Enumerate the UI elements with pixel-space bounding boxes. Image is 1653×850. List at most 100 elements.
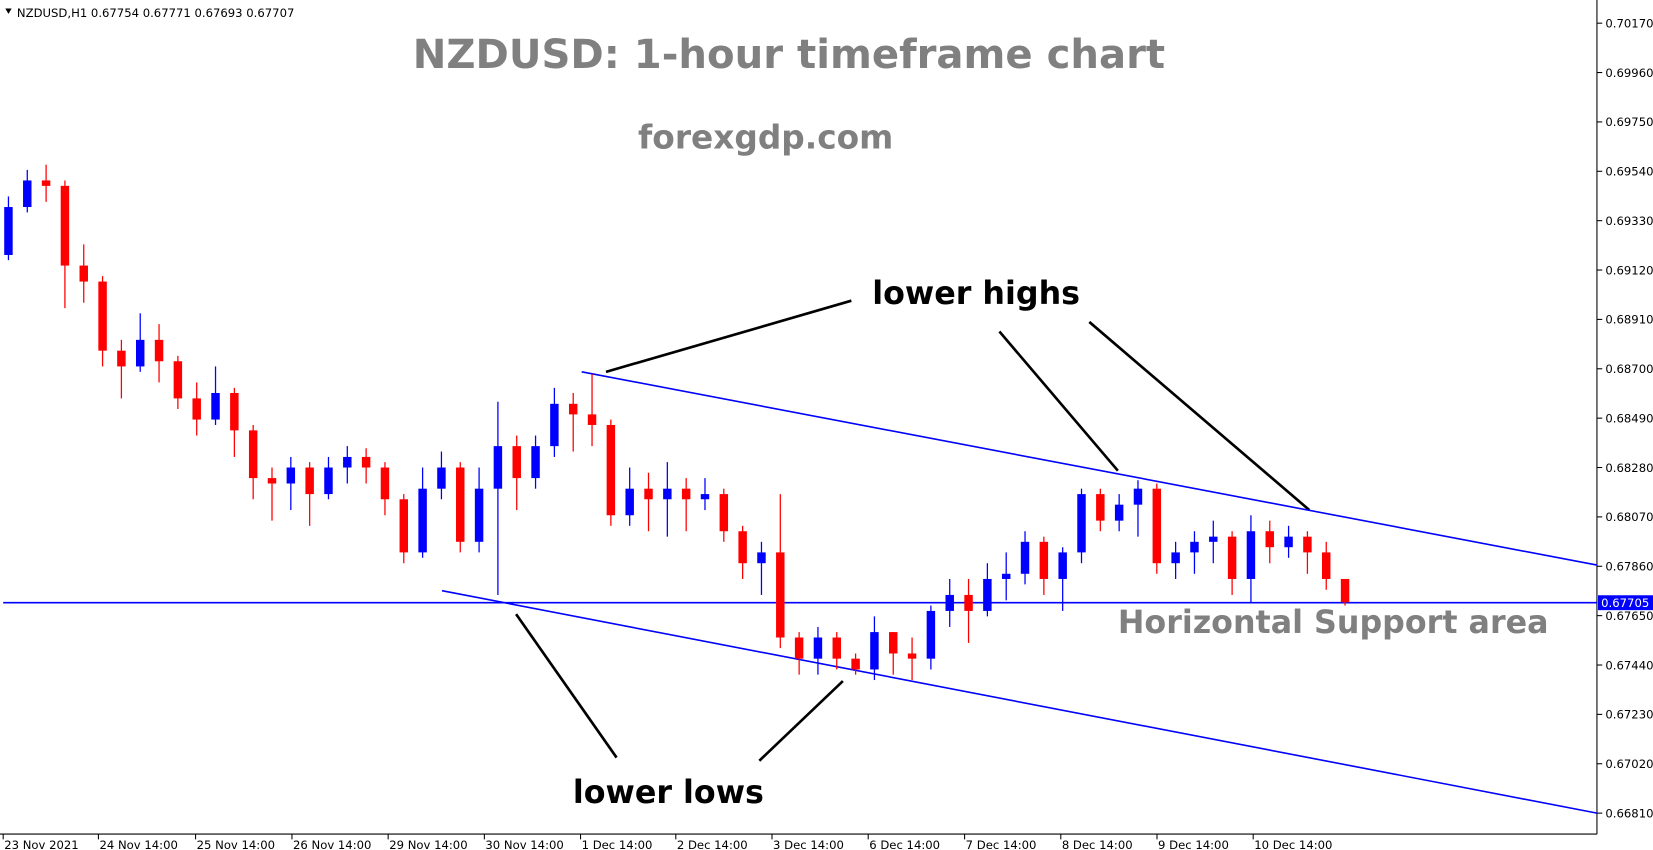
candle-body [437, 467, 446, 489]
annotation: lower highs [872, 275, 1080, 312]
x-tick-label: 3 Dec 14:00 [773, 838, 844, 850]
candle-body [644, 488, 653, 500]
candle-body [983, 578, 992, 611]
chart-title: NZDUSD: 1-hour timeframe chart [413, 32, 1165, 78]
candle-body [663, 488, 672, 500]
x-tick-label: 23 Nov 2021 [4, 838, 78, 850]
x-tick-label: 8 Dec 14:00 [1062, 838, 1133, 850]
candle-body [380, 467, 390, 500]
candle-body [889, 632, 898, 654]
y-tick-label: 0.68280 [1605, 461, 1653, 475]
candle-body [1265, 531, 1274, 548]
candle-body [60, 185, 70, 266]
pointer-line [1088, 320, 1311, 512]
y-tick-label: 0.69750 [1605, 115, 1653, 129]
y-tick-label: 0.66810 [1605, 806, 1653, 820]
candle-body [1114, 504, 1124, 521]
candle-body [700, 494, 710, 500]
y-tick-label: 0.68490 [1605, 411, 1653, 425]
candle-body [267, 478, 277, 484]
candle-body [1190, 541, 1199, 553]
candle-body [474, 488, 484, 542]
candle-body [1227, 536, 1237, 579]
candle-body [41, 180, 51, 186]
candle-body [738, 531, 747, 564]
candle-body [719, 494, 729, 532]
y-tick-label: 0.67440 [1605, 658, 1653, 672]
candle-body [98, 281, 107, 351]
annotation: Horizontal Support area [1118, 604, 1549, 641]
candle-body [587, 414, 597, 425]
trendline [441, 589, 1598, 814]
candle-body [1246, 531, 1256, 579]
pointer-line [998, 330, 1119, 472]
candle-body [418, 488, 427, 553]
y-tick-label: 0.67020 [1605, 757, 1653, 771]
trendline [581, 371, 1598, 566]
candle-body [248, 430, 258, 479]
candle-body [456, 467, 465, 542]
candle-body [173, 361, 183, 399]
candle-body [399, 499, 409, 553]
pointer-line [605, 299, 852, 374]
candle-body [606, 424, 616, 516]
candle-body [286, 467, 296, 484]
candle-body [512, 446, 521, 479]
annotation: lower lows [573, 774, 764, 811]
candle-body [926, 610, 936, 659]
candle-body [1303, 536, 1312, 553]
candle-body [776, 552, 785, 638]
chart-subtitle: forexgdp.com [638, 118, 893, 157]
y-tick-label: 0.69330 [1605, 214, 1653, 228]
y-tick-label: 0.69120 [1605, 263, 1653, 277]
x-tick-label: 10 Dec 14:00 [1254, 838, 1332, 850]
x-tick-label: 1 Dec 14:00 [582, 838, 653, 850]
pointer-line [515, 613, 618, 759]
candle-body [870, 632, 879, 670]
candle-body [361, 456, 371, 468]
y-tick-label: 0.70170 [1605, 16, 1653, 30]
menu-arrow [5, 8, 12, 14]
y-tick-label: 0.67650 [1605, 609, 1653, 623]
x-tick-label: 30 Nov 14:00 [485, 838, 563, 850]
x-tick-label: 6 Dec 14:00 [869, 838, 940, 850]
x-tick-label: 25 Nov 14:00 [197, 838, 275, 850]
candle-body [813, 637, 823, 659]
candle-body [550, 403, 559, 447]
candle-body [794, 637, 804, 659]
candle-body [1284, 536, 1293, 548]
candle-body [1340, 578, 1350, 603]
candle-body [531, 446, 540, 479]
candle-body [230, 392, 239, 431]
candle-body [493, 446, 503, 489]
candle-body [1133, 488, 1143, 505]
symbol-header: NZDUSD,H1 0.67754 0.67771 0.67693 0.6770… [17, 6, 294, 20]
x-tick-label: 24 Nov 14:00 [99, 838, 177, 850]
candle-body [907, 653, 917, 659]
x-tick-label: 7 Dec 14:00 [966, 838, 1037, 850]
x-tick-label: 2 Dec 14:00 [677, 838, 748, 850]
candle-body [211, 392, 220, 420]
price-label: 0.67705 [1601, 596, 1649, 610]
y-tick-label: 0.69960 [1605, 66, 1653, 80]
candle-body [625, 488, 634, 516]
y-tick-label: 0.69540 [1605, 165, 1653, 179]
candle-body [1322, 552, 1331, 579]
candle-body [117, 350, 126, 367]
y-tick-label: 0.68910 [1605, 313, 1653, 327]
candle-body [324, 467, 333, 495]
candle-body [305, 467, 314, 495]
candle-body [343, 456, 352, 468]
candle-body [832, 637, 842, 659]
candle-body [23, 180, 32, 208]
candle-body [1001, 573, 1011, 579]
candle-body [851, 658, 860, 670]
candle-body [1058, 552, 1067, 579]
candle-body [1171, 552, 1180, 564]
candle-body [681, 488, 691, 500]
candle-body [1209, 536, 1218, 542]
candle-body [964, 594, 973, 611]
x-tick-label: 9 Dec 14:00 [1158, 838, 1229, 850]
